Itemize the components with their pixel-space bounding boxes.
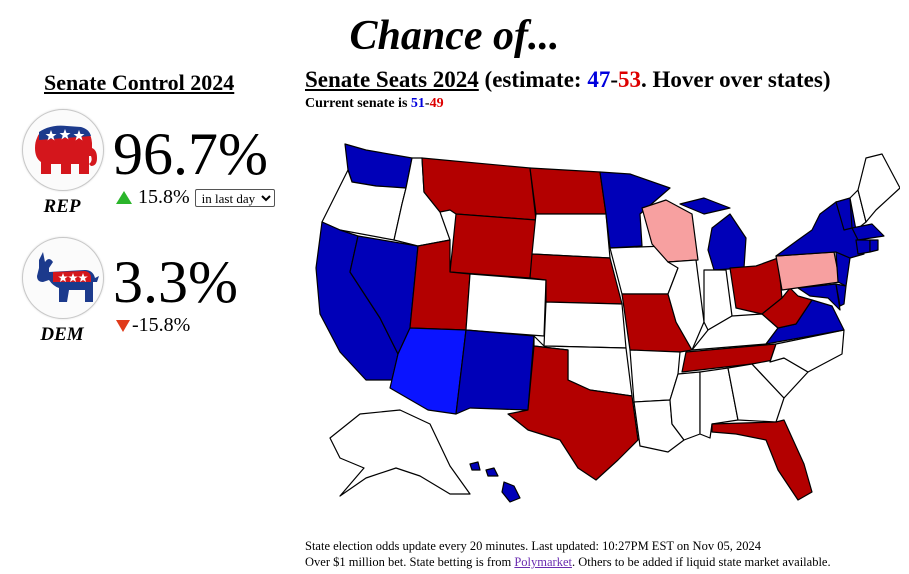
- state-ks[interactable]: [543, 301, 627, 349]
- current-sep: -: [424, 96, 430, 111]
- state-hi[interactable]: [469, 461, 521, 503]
- state-ri[interactable]: [869, 239, 879, 253]
- state-md[interactable]: [797, 283, 841, 311]
- seats-heading-main: Senate Seats 2024: [305, 67, 479, 92]
- state-mt[interactable]: [421, 157, 537, 221]
- dem-label: DEM: [40, 324, 84, 345]
- period-select[interactable]: in last day: [194, 188, 275, 207]
- state-wy[interactable]: [449, 213, 537, 279]
- current-senate: Current senate is 51-49: [305, 96, 444, 112]
- arrow-up-icon: [116, 191, 132, 204]
- state-wa[interactable]: [344, 143, 413, 189]
- rep-change-value: 15.8%: [138, 186, 190, 208]
- dem-change-value: -15.8%: [132, 314, 191, 336]
- dem-change: -15.8%: [116, 314, 190, 337]
- seats-heading-open: (estimate:: [484, 67, 588, 92]
- arrow-down-icon: [116, 319, 130, 332]
- page-title: Chance of...: [349, 13, 560, 59]
- footer-line-2-prefix: Over $1 million bet. State betting is fr…: [305, 555, 515, 569]
- polymarket-link[interactable]: Polymarket: [514, 555, 572, 569]
- state-ak[interactable]: [329, 409, 471, 497]
- state-de[interactable]: [835, 283, 847, 307]
- rep-change: 15.8% in last day: [116, 186, 275, 209]
- senate-control-heading: Senate Control 2024: [44, 70, 235, 95]
- state-nm[interactable]: [455, 329, 535, 415]
- state-co[interactable]: [465, 273, 547, 337]
- state-ma[interactable]: [851, 223, 885, 241]
- democratic-donkey-icon: [22, 237, 104, 319]
- us-senate-map: [315, 143, 900, 503]
- state-ct[interactable]: [855, 239, 871, 255]
- footer: State election odds update every 20 minu…: [305, 538, 831, 570]
- state-ga[interactable]: [727, 363, 785, 423]
- state-nc[interactable]: [769, 329, 845, 373]
- state-nd[interactable]: [529, 167, 607, 215]
- footer-line-2-suffix: . Others to be added if liquid state mar…: [572, 555, 831, 569]
- state-tx[interactable]: [507, 345, 639, 481]
- state-fl[interactable]: [711, 419, 813, 501]
- rep-label: REP: [43, 196, 81, 217]
- current-rep-seats: 49: [429, 96, 444, 111]
- state-wv[interactable]: [761, 287, 813, 329]
- footer-line-1: State election odds update every 20 minu…: [305, 539, 761, 553]
- state-sd[interactable]: [531, 213, 611, 259]
- seats-sep: -: [610, 67, 619, 92]
- state-mn[interactable]: [599, 171, 671, 249]
- footer-line-2: Over $1 million bet. State betting is fr…: [305, 554, 831, 570]
- state-wi[interactable]: [641, 199, 699, 263]
- seats-heading-close: . Hover over states): [641, 67, 831, 92]
- republican-elephant-icon: [22, 109, 104, 191]
- rep-percent: 96.7%: [113, 121, 268, 187]
- dem-percent: 3.3%: [113, 249, 238, 315]
- senate-seats-heading: Senate Seats 2024 (estimate: 47-53. Hove…: [305, 67, 831, 93]
- current-dem-seats: 51: [410, 96, 425, 111]
- current-senate-prefix: Current senate is: [305, 96, 411, 111]
- state-il[interactable]: [667, 259, 705, 351]
- state-me[interactable]: [857, 153, 900, 223]
- rep-seat-estimate: 53: [618, 67, 642, 92]
- dem-seat-estimate: 47: [587, 67, 611, 92]
